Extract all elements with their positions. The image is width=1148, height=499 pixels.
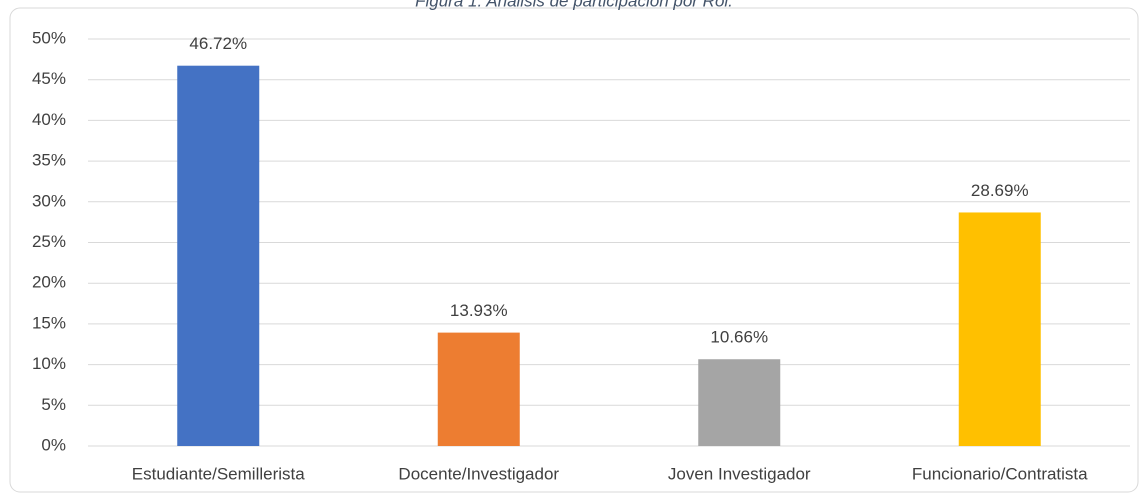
- y-tick-label: 5%: [41, 395, 66, 414]
- x-tick-label: Docente/Investigador: [398, 464, 559, 483]
- y-tick-label: 50%: [32, 28, 66, 47]
- y-tick-label: 30%: [32, 191, 66, 210]
- bar: [177, 65, 260, 446]
- chart-title: Figura 1. Análisis de participación por …: [415, 0, 733, 10]
- y-tick-label: 0%: [41, 435, 66, 454]
- data-label: 10.66%: [710, 328, 768, 347]
- data-label: 28.69%: [971, 181, 1029, 200]
- x-tick-label: Joven Investigador: [668, 464, 811, 483]
- y-tick-label: 15%: [32, 313, 66, 332]
- bar: [437, 332, 520, 446]
- x-tick-label: Estudiante/Semillerista: [132, 464, 305, 483]
- data-label: 13.93%: [450, 301, 508, 320]
- x-tick-label: Funcionario/Contratista: [912, 464, 1088, 483]
- y-tick-label: 20%: [32, 273, 66, 292]
- data-label: 46.72%: [189, 34, 247, 53]
- y-tick-label: 45%: [32, 69, 66, 88]
- bar: [958, 212, 1041, 446]
- y-tick-label: 40%: [32, 110, 66, 129]
- y-tick-label: 10%: [32, 354, 66, 373]
- y-tick-label: 25%: [32, 232, 66, 251]
- bar: [698, 359, 781, 446]
- chart-frame: [9, 7, 1139, 493]
- y-tick-label: 35%: [32, 151, 66, 170]
